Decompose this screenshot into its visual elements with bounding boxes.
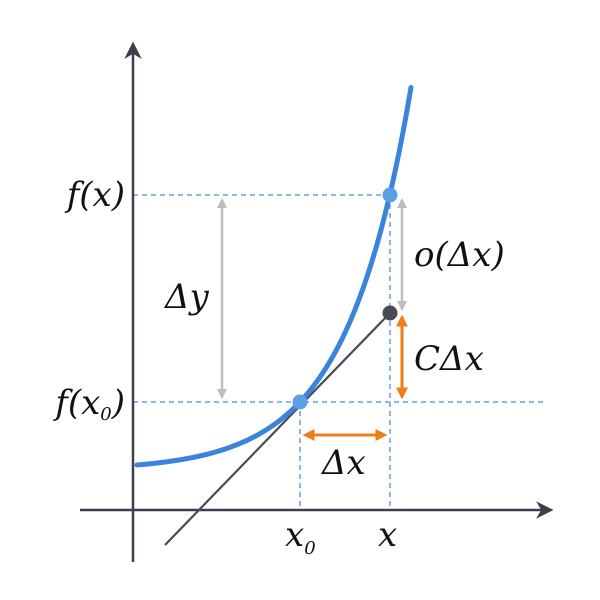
label-sub: 0: [100, 404, 111, 425]
label-dy: Δy: [163, 277, 210, 317]
label-o: o(Δx): [414, 235, 505, 275]
label-fx0: f(x0): [52, 383, 125, 425]
label-dx: Δx: [320, 443, 366, 483]
label-part: x: [285, 515, 304, 555]
guides: [133, 194, 545, 510]
point-tangent: [382, 305, 398, 321]
label-sub: 0: [304, 538, 315, 559]
label-x0: x0: [285, 515, 316, 559]
point-x0: [292, 394, 308, 410]
tangent: [164, 312, 391, 546]
label-part: ): [111, 383, 125, 423]
label-part: f(x: [52, 383, 100, 423]
label-cdx: CΔx: [414, 339, 484, 379]
label-x: x: [378, 515, 397, 555]
label-fx: f(x): [64, 175, 125, 215]
curve: [134, 85, 414, 468]
point-x: [382, 187, 398, 203]
